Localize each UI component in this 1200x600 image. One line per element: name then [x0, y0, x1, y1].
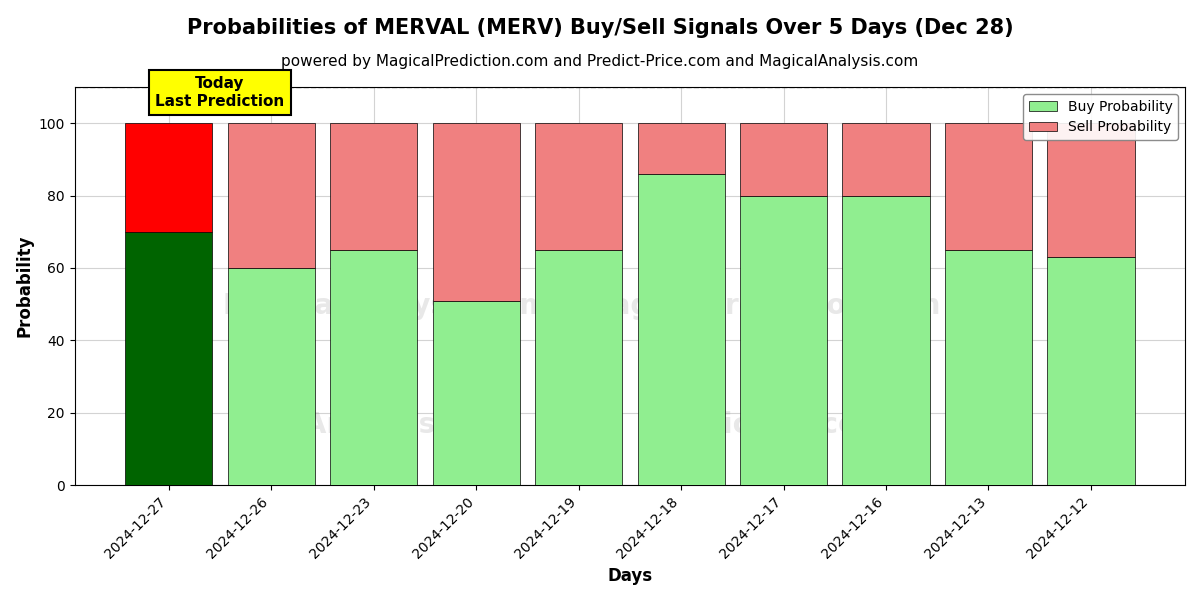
Bar [330, 250, 418, 485]
Bar [228, 268, 314, 485]
Text: MagicalAnalysis.com: MagicalAnalysis.com [222, 292, 548, 320]
Bar [125, 232, 212, 485]
Bar [637, 123, 725, 174]
Bar [944, 123, 1032, 250]
Y-axis label: Probability: Probability [16, 235, 34, 337]
X-axis label: Days: Days [607, 567, 653, 585]
Bar [228, 123, 314, 268]
Bar [432, 301, 520, 485]
Bar [637, 174, 725, 485]
Legend: Buy Probability, Sell Probability: Buy Probability, Sell Probability [1024, 94, 1178, 140]
Bar [842, 123, 930, 196]
Text: Probabilities of MERVAL (MERV) Buy/Sell Signals Over 5 Days (Dec 28): Probabilities of MERVAL (MERV) Buy/Sell … [187, 18, 1013, 38]
Text: Today
Last Prediction: Today Last Prediction [155, 76, 284, 109]
Bar [535, 123, 622, 250]
Bar [740, 123, 827, 196]
Bar [432, 123, 520, 301]
Text: MagicalPrediction.com: MagicalPrediction.com [584, 292, 941, 320]
Bar [842, 196, 930, 485]
Text: powered by MagicalPrediction.com and Predict-Price.com and MagicalAnalysis.com: powered by MagicalPrediction.com and Pre… [281, 54, 919, 69]
Text: calAnalysis.com: calAnalysis.com [260, 412, 511, 439]
Bar [1048, 257, 1134, 485]
Bar [1048, 123, 1134, 257]
Bar [740, 196, 827, 485]
Bar [330, 123, 418, 250]
Bar [125, 123, 212, 232]
Text: IPrediction.com: IPrediction.com [640, 412, 886, 439]
Bar [535, 250, 622, 485]
Bar [944, 250, 1032, 485]
